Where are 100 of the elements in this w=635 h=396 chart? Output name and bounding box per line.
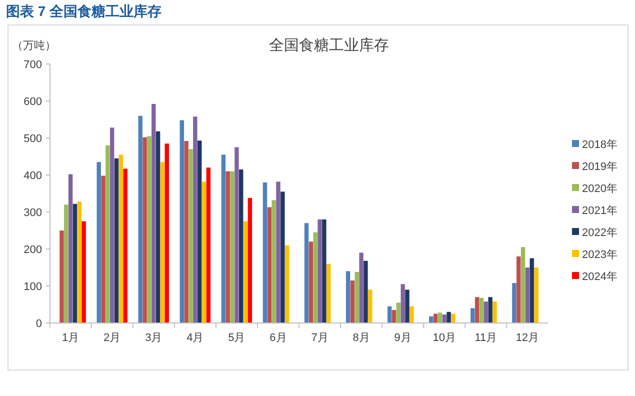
bar <box>239 169 244 323</box>
bar <box>72 204 78 323</box>
bar <box>68 174 73 323</box>
x-tick-label: 10月 <box>432 332 456 344</box>
x-tick-label: 2月 <box>104 332 121 344</box>
x-tick-label: 7月 <box>311 332 328 344</box>
bar <box>438 312 442 323</box>
bar <box>479 298 484 323</box>
bar <box>147 136 152 323</box>
bar <box>180 120 184 323</box>
bar <box>272 200 276 323</box>
bar <box>318 219 322 323</box>
bar <box>387 306 392 323</box>
x-tick-label: 12月 <box>516 332 540 344</box>
bar <box>188 149 193 323</box>
bar <box>488 297 492 323</box>
bar <box>405 290 410 323</box>
x-tick-label: 11月 <box>474 332 498 344</box>
legend-label: 2019年 <box>582 160 618 173</box>
bar <box>400 284 405 323</box>
bar <box>346 271 350 323</box>
bar <box>520 247 526 323</box>
bar <box>184 140 188 323</box>
bar <box>234 147 239 323</box>
y-axis-title: （万吨） <box>12 39 56 52</box>
bar <box>474 297 480 323</box>
y-tick-label: 400 <box>24 170 42 182</box>
legend-label: 2024年 <box>582 270 618 283</box>
bar <box>230 171 234 323</box>
bar <box>304 223 309 323</box>
bar <box>60 230 64 323</box>
bar <box>221 154 226 323</box>
legend-label: 2018年 <box>582 138 618 151</box>
y-tick-label: 0 <box>36 318 42 330</box>
bar <box>248 198 252 323</box>
x-tick-label: 3月 <box>145 332 162 344</box>
bar <box>262 182 268 323</box>
bar <box>77 202 82 323</box>
bar <box>156 131 160 323</box>
bar <box>484 302 488 323</box>
bar <box>96 162 101 323</box>
bar <box>164 144 169 323</box>
bar <box>106 145 110 323</box>
bar <box>202 182 206 323</box>
bar <box>451 314 456 323</box>
x-tick-label: 5月 <box>228 332 246 344</box>
bar <box>516 256 521 323</box>
bar <box>101 176 106 323</box>
bar <box>82 221 86 323</box>
y-tick-label: 600 <box>24 96 42 108</box>
x-tick-label: 1月 <box>62 332 80 344</box>
bar <box>368 290 372 323</box>
bar <box>308 242 314 323</box>
y-tick-label: 300 <box>24 206 42 219</box>
bar <box>114 158 119 323</box>
bar <box>138 116 142 323</box>
legend-label: 2022年 <box>582 226 618 239</box>
x-tick-label: 9月 <box>394 332 412 344</box>
bar <box>64 204 68 323</box>
bar <box>142 137 147 323</box>
bar <box>110 128 114 323</box>
text: 图表 7 全国食糖工业库存 <box>6 3 162 19</box>
bar <box>243 221 248 323</box>
x-tick-label: 6月 <box>270 332 287 344</box>
bar <box>193 116 198 323</box>
bar <box>525 268 530 323</box>
bar <box>284 245 290 323</box>
y-tick-label: 100 <box>24 280 42 293</box>
bar <box>350 280 355 323</box>
bar <box>442 314 446 323</box>
bar <box>410 306 414 323</box>
legend-label: 2021年 <box>582 204 618 217</box>
bar <box>492 302 497 323</box>
bar <box>160 162 165 323</box>
bar <box>530 258 534 323</box>
bar <box>326 264 331 323</box>
bar <box>534 268 538 323</box>
bar <box>226 171 230 323</box>
bar <box>197 140 202 323</box>
legend-label: 2023年 <box>582 248 618 261</box>
bar <box>359 252 364 323</box>
bar <box>354 272 359 323</box>
bar <box>364 260 368 323</box>
bar <box>152 104 156 323</box>
bar <box>313 232 318 323</box>
bar <box>280 192 285 323</box>
y-tick-label: 500 <box>24 132 42 145</box>
legend-label: 2020年 <box>582 182 618 195</box>
chart-title: 全国食糖工业库存 <box>269 37 389 54</box>
bar <box>206 168 211 323</box>
bar <box>123 168 128 323</box>
bar <box>470 308 475 323</box>
bar <box>512 283 516 323</box>
bar <box>267 207 272 323</box>
y-tick-label: 200 <box>24 244 42 256</box>
bar <box>322 219 326 323</box>
bar <box>446 312 451 323</box>
bar <box>118 154 124 323</box>
bar <box>396 302 401 323</box>
bar <box>392 310 396 323</box>
